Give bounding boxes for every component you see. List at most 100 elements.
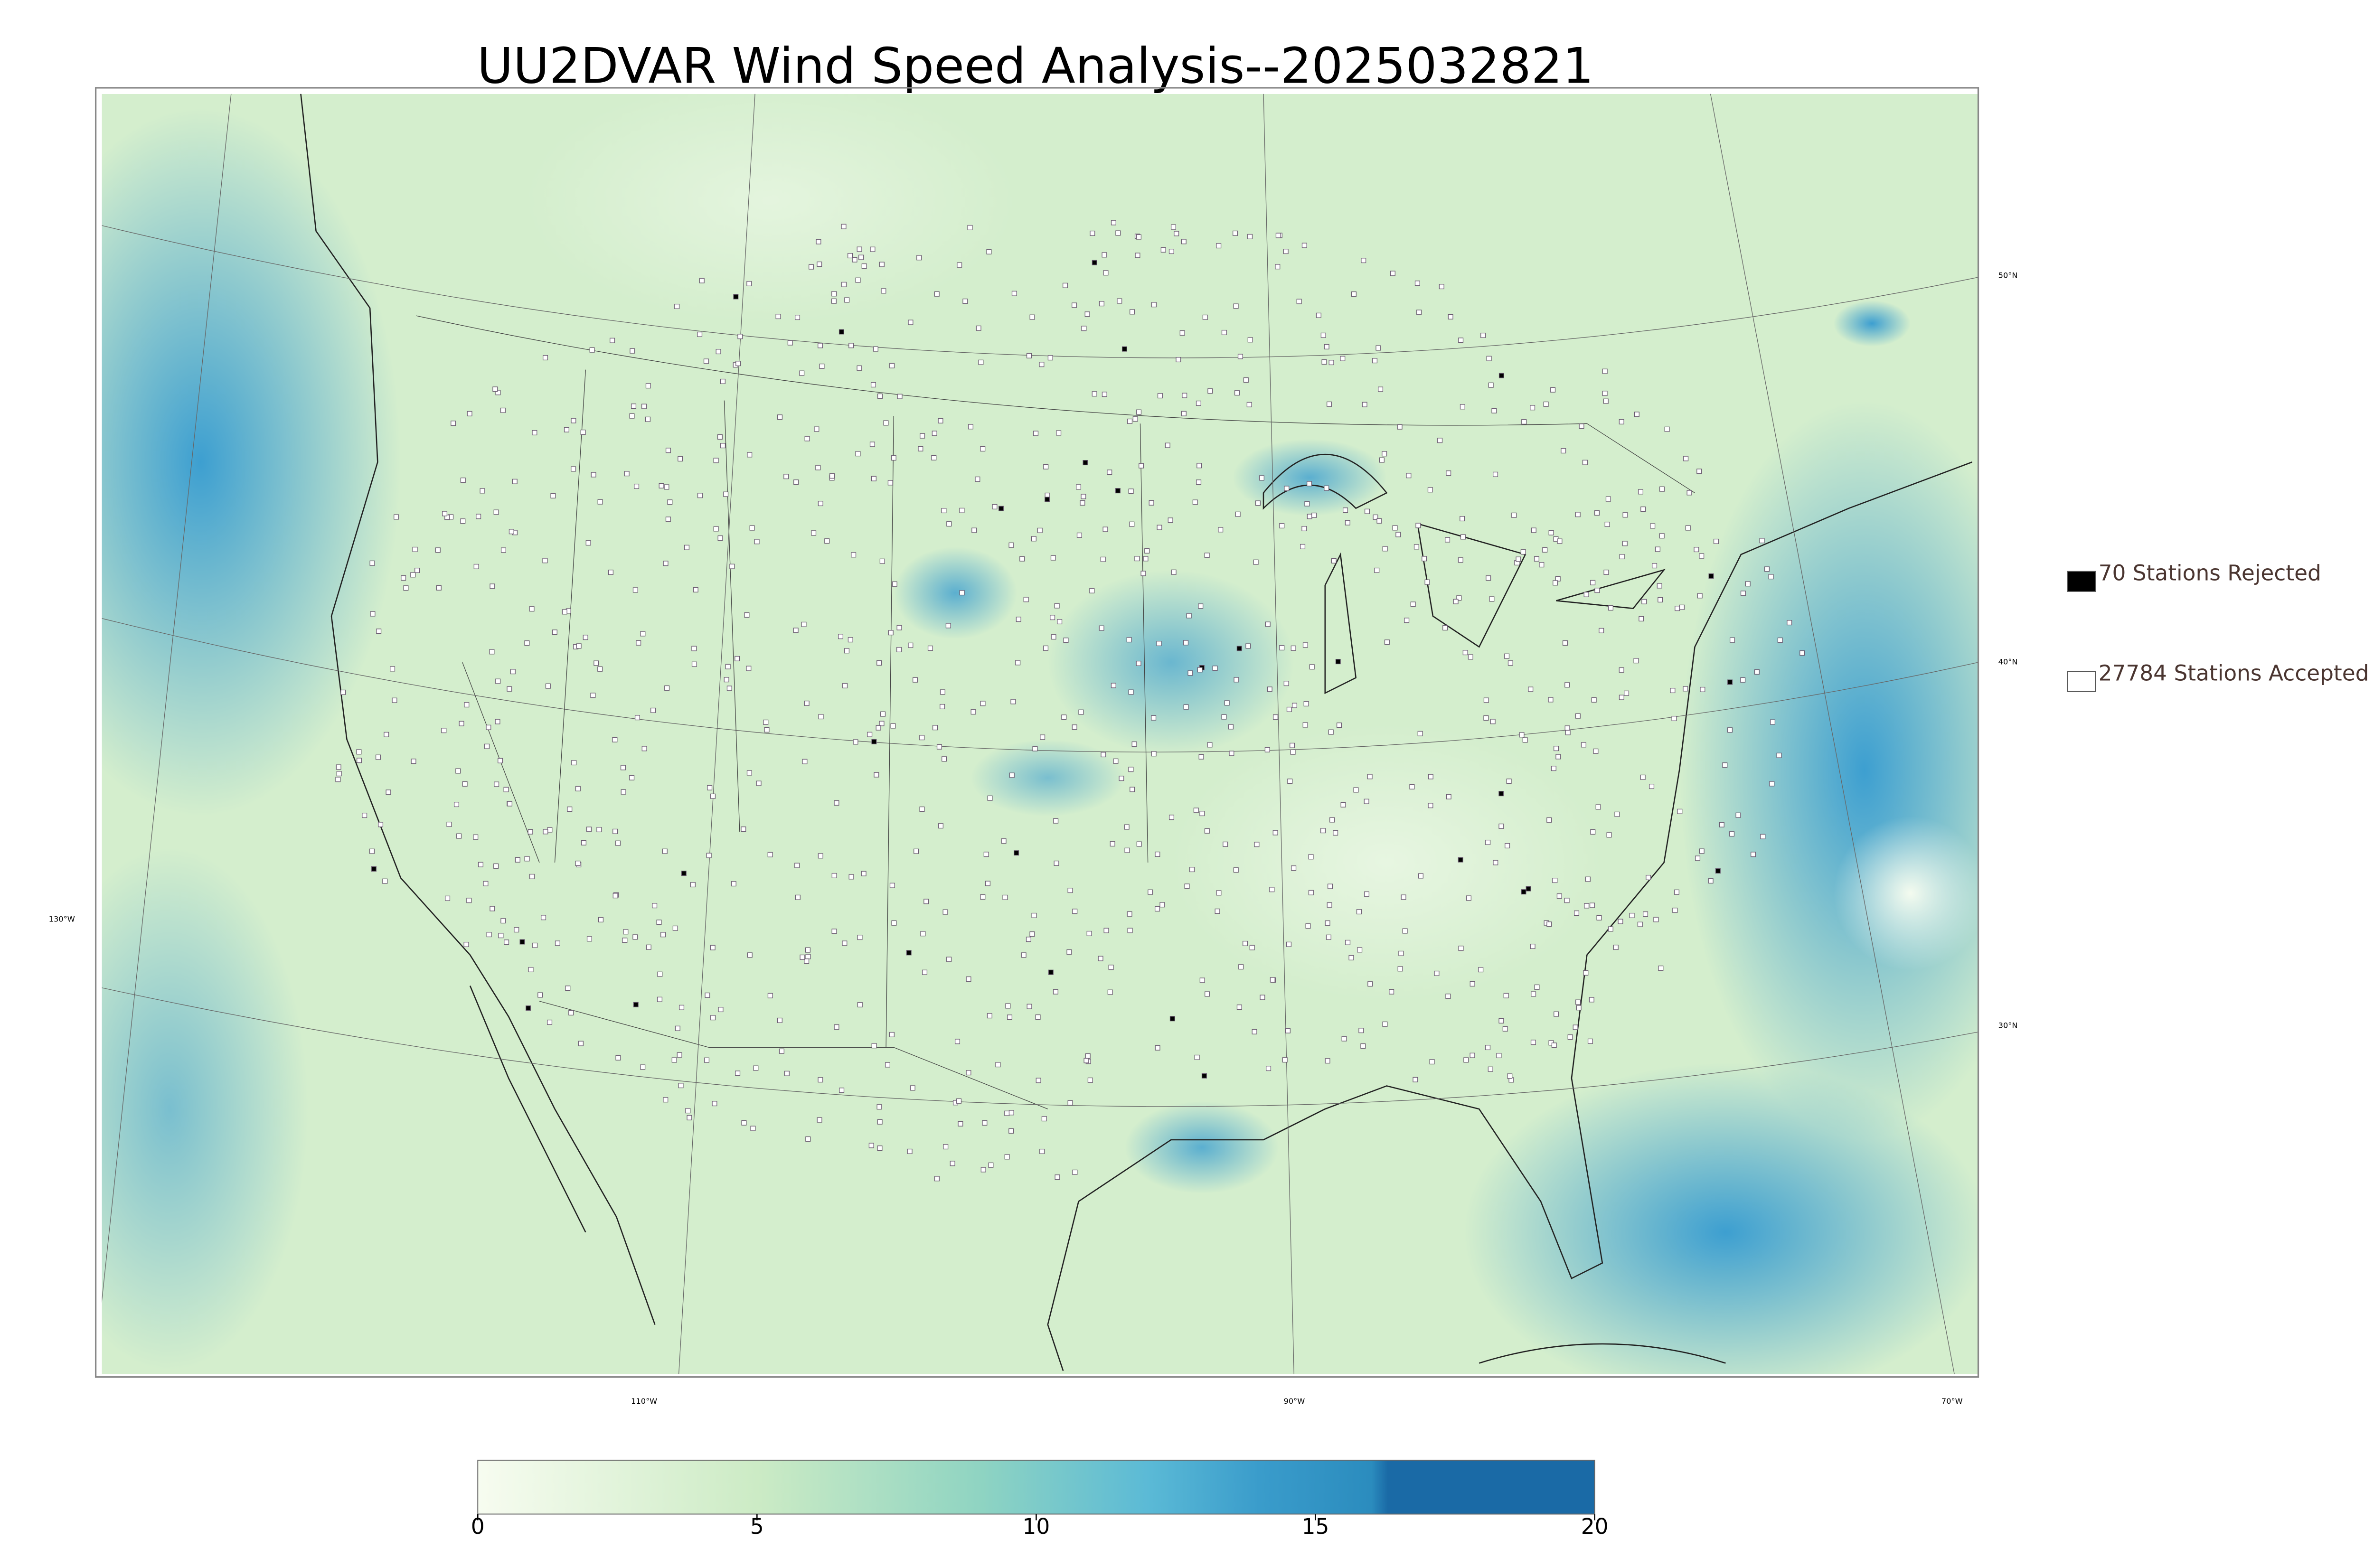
station-accepted [1183, 704, 1189, 710]
station-accepted [1234, 677, 1239, 683]
station-accepted [870, 382, 876, 388]
station-accepted [844, 297, 850, 303]
station-accepted [1134, 556, 1140, 562]
station-accepted [1486, 356, 1492, 361]
station-accepted [493, 863, 499, 869]
station-accepted [848, 874, 854, 880]
station-accepted [1320, 828, 1326, 834]
station-accepted [1460, 534, 1466, 540]
station-accepted [1063, 282, 1068, 288]
station-accepted [1516, 556, 1521, 562]
station-accepted [336, 771, 342, 777]
station-accepted [1302, 722, 1308, 728]
station-accepted [943, 1144, 949, 1150]
station-accepted [1397, 966, 1403, 972]
station-accepted [1699, 848, 1705, 854]
station-accepted [1599, 628, 1604, 633]
station-accepted [1033, 431, 1039, 436]
station-accepted [1126, 637, 1132, 643]
station-accepted [1686, 490, 1692, 496]
station-rejected [1092, 260, 1097, 265]
station-accepted [1039, 362, 1045, 367]
station-accepted [1207, 388, 1213, 394]
station-accepted [664, 484, 669, 490]
station-accepted [1699, 553, 1705, 559]
station-rejected [1708, 573, 1714, 579]
station-accepted [1735, 812, 1741, 818]
station-accepted [783, 474, 789, 479]
station-accepted [1422, 556, 1427, 562]
station-accepted [1193, 807, 1199, 813]
station-rejected [371, 866, 377, 872]
station-accepted [913, 677, 918, 683]
station-accepted [1655, 546, 1660, 552]
station-accepted [612, 737, 618, 742]
station-accepted [1047, 355, 1053, 361]
station-accepted [1023, 597, 1029, 602]
station-accepted [1634, 412, 1639, 417]
station-accepted [1398, 950, 1404, 956]
station-accepted [767, 852, 773, 857]
station-accepted [889, 883, 895, 888]
station-accepted [597, 499, 603, 505]
station-accepted [1530, 943, 1536, 949]
station-accepted [1658, 597, 1663, 603]
station-accepted [571, 418, 576, 423]
station-accepted [1493, 471, 1498, 477]
station-accepted [1336, 723, 1342, 728]
station-accepted [1032, 746, 1038, 751]
calm-area [1833, 816, 1978, 971]
station-accepted [1769, 781, 1775, 787]
station-rejected [1715, 868, 1721, 874]
station-accepted [986, 249, 992, 254]
station-accepted [746, 281, 752, 286]
station-accepted [1296, 299, 1302, 304]
station-accepted [597, 666, 603, 672]
station-accepted [1303, 701, 1309, 707]
station-accepted [1637, 921, 1643, 927]
station-accepted [620, 765, 626, 770]
map-area [102, 94, 1978, 1374]
station-accepted [1583, 592, 1589, 597]
station-accepted [596, 826, 602, 833]
station-accepted [976, 325, 981, 331]
station-accepted [1130, 787, 1135, 792]
station-accepted [376, 629, 382, 634]
station-accepted [1530, 405, 1536, 411]
station-accepted [932, 431, 937, 436]
station-accepted [891, 455, 896, 461]
station-accepted [1697, 593, 1703, 599]
station-accepted [1685, 525, 1691, 531]
station-accepted [1113, 758, 1119, 764]
station-accepted [543, 355, 548, 361]
station-accepted [1233, 303, 1239, 309]
station-accepted [857, 246, 862, 252]
station-accepted [1081, 326, 1087, 331]
station-accepted [507, 801, 513, 807]
station-accepted [750, 1126, 756, 1131]
station-accepted [861, 871, 867, 876]
station-accepted [1156, 641, 1162, 647]
station-accepted [1229, 751, 1234, 756]
station-accepted [567, 807, 573, 812]
station-accepted [1556, 893, 1562, 899]
station-accepted [1015, 660, 1021, 666]
station-accepted [877, 1145, 883, 1151]
station-accepted [460, 518, 466, 524]
station-accepted [384, 732, 389, 737]
station-accepted [687, 1115, 692, 1120]
station-accepted [1641, 599, 1647, 604]
station-accepted [1445, 537, 1451, 543]
station-accepted [657, 996, 663, 1002]
station-accepted [490, 906, 495, 911]
station-accepted [1528, 686, 1534, 692]
station-accepted [1596, 915, 1602, 920]
station-accepted [1658, 965, 1664, 971]
station-accepted [919, 806, 925, 812]
station-accepted [480, 488, 485, 494]
station-accepted [848, 637, 853, 643]
station-accepted [942, 756, 947, 762]
station-accepted [1458, 338, 1464, 343]
station-accepted [1080, 500, 1085, 506]
station-accepted [980, 446, 986, 452]
